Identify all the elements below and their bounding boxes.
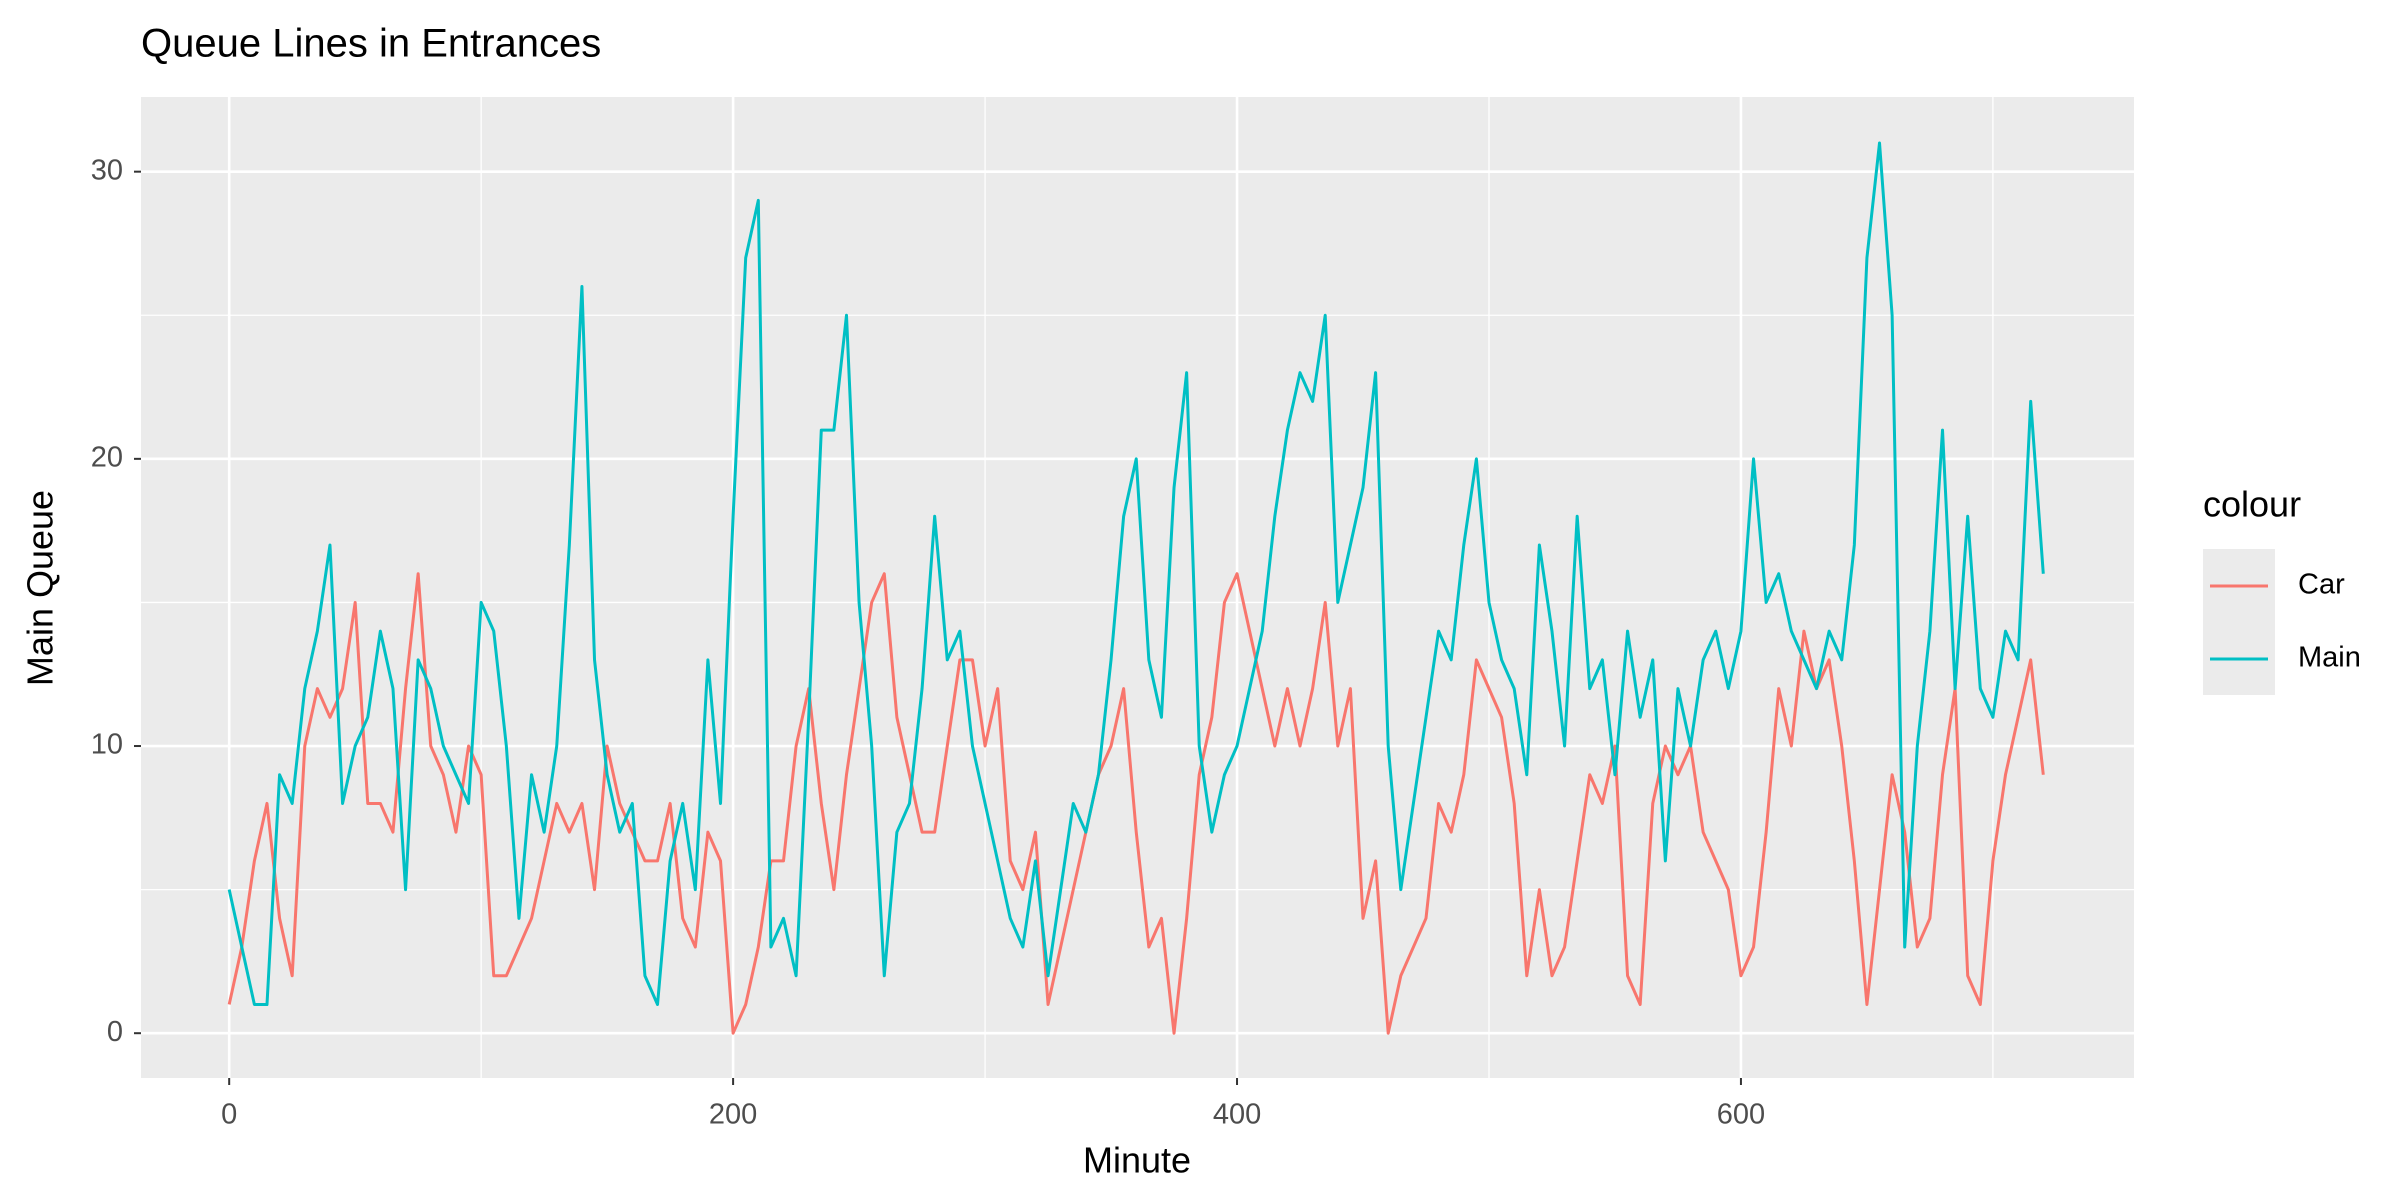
x-tick-label: 600 bbox=[1717, 1099, 1765, 1131]
y-tick-label: 10 bbox=[91, 729, 123, 761]
chart-title: Queue Lines in Entrances bbox=[141, 22, 601, 66]
legend-key-background bbox=[2203, 549, 2275, 695]
legend-title: colour bbox=[2203, 484, 2301, 525]
series-line bbox=[227, 572, 2045, 1035]
series-line bbox=[227, 141, 2045, 1006]
panel bbox=[141, 97, 2134, 1078]
y-tick-label: 30 bbox=[91, 154, 123, 186]
legend-label: Main bbox=[2298, 642, 2361, 674]
y-tick-label: 20 bbox=[91, 442, 123, 474]
legend-label: Car bbox=[2298, 569, 2345, 601]
lines bbox=[227, 141, 2045, 1035]
legend: Car Main bbox=[2210, 569, 2361, 674]
y-axis-title: Main Queue bbox=[20, 490, 61, 686]
x-tick-label: 0 bbox=[221, 1099, 237, 1131]
x-tick-label: 200 bbox=[709, 1099, 757, 1131]
y-tick-label: 0 bbox=[107, 1016, 123, 1048]
x-axis-title: Minute bbox=[1083, 1140, 1191, 1181]
x-tick-label: 400 bbox=[1213, 1099, 1261, 1131]
